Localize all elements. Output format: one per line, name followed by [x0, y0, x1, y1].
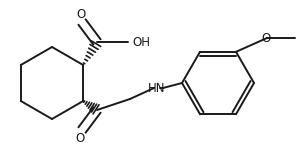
Text: O: O: [75, 132, 85, 145]
Text: O: O: [261, 33, 271, 46]
Text: HN: HN: [148, 82, 166, 95]
Text: OH: OH: [132, 36, 150, 49]
Text: O: O: [76, 8, 86, 21]
